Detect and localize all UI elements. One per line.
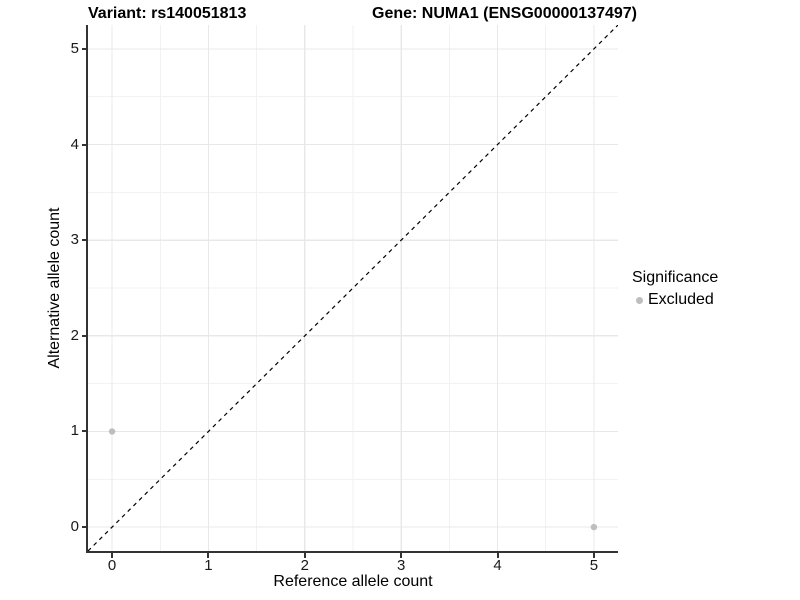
gene-title: Gene: NUMA1 (ENSG00000137497) (372, 5, 638, 22)
y-tick-mark (81, 47, 86, 50)
plot-panel (87, 24, 619, 552)
x-tick-label: 5 (589, 557, 599, 574)
y-tick-label: 2 (70, 326, 79, 344)
x-tick-mark (400, 553, 403, 558)
y-tick-mark (81, 239, 86, 242)
y-tick-label: 5 (70, 39, 79, 57)
scatter-plot (87, 24, 619, 552)
legend-title: Significance (632, 269, 719, 286)
data-point (108, 428, 116, 435)
y-tick-mark (81, 334, 86, 337)
data-point (590, 523, 598, 531)
x-tick-mark (303, 553, 306, 558)
y-tick-mark (81, 430, 86, 433)
y-tick-mark (81, 526, 86, 529)
x-tick-label: 2 (300, 557, 309, 574)
x-tick-label: 4 (493, 557, 502, 574)
legend-item-label: Excluded (648, 291, 714, 308)
x-tick-mark (592, 553, 595, 558)
y-axis-title: Alternative allele count (46, 207, 63, 369)
y-tick-label: 3 (70, 231, 79, 249)
x-axis-line (86, 551, 618, 553)
x-axis-title: Reference allele count (273, 573, 433, 590)
y-axis-line (86, 25, 88, 553)
x-tick-mark (207, 553, 210, 558)
x-tick-label: 0 (107, 557, 117, 574)
x-tick-label: 3 (397, 557, 406, 574)
x-tick-label: 1 (204, 557, 213, 574)
legend-item-excluded: Excluded (632, 290, 718, 310)
excluded-point-icon (636, 296, 643, 304)
x-tick-mark (496, 553, 499, 558)
y-tick-label: 0 (70, 518, 79, 536)
variant-title: Variant: rs140051813 (88, 5, 247, 22)
y-tick-label: 1 (70, 422, 79, 440)
y-tick-label: 4 (70, 135, 79, 153)
legend: Significance Excluded (632, 268, 718, 310)
x-tick-mark (111, 553, 114, 558)
y-tick-mark (81, 143, 86, 146)
